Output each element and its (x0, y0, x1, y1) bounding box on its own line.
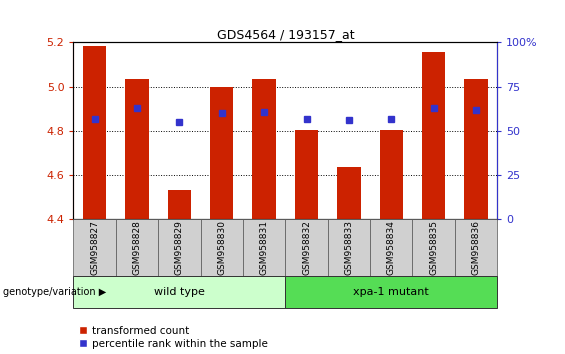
Bar (168, 190, 191, 219)
Bar (210, 87, 233, 219)
Text: GSM958832: GSM958832 (302, 220, 311, 275)
Bar (285, 219, 328, 276)
Bar (83, 46, 106, 219)
Bar (337, 167, 360, 219)
Text: GSM958827: GSM958827 (90, 220, 99, 275)
Bar (464, 79, 488, 219)
Bar (116, 219, 158, 276)
Bar (422, 52, 445, 219)
Bar (125, 79, 149, 219)
Text: genotype/variation ▶: genotype/variation ▶ (3, 287, 106, 297)
Bar (73, 219, 116, 276)
Title: GDS4564 / 193157_at: GDS4564 / 193157_at (216, 28, 354, 41)
Bar (412, 219, 455, 276)
Text: GSM958829: GSM958829 (175, 220, 184, 275)
Bar (158, 219, 201, 276)
Bar (295, 130, 318, 219)
Bar (73, 276, 285, 308)
Text: GSM958833: GSM958833 (345, 220, 353, 275)
Text: GSM958836: GSM958836 (472, 220, 480, 275)
Bar (201, 219, 243, 276)
Bar (243, 219, 285, 276)
Text: GSM958830: GSM958830 (218, 220, 226, 275)
Bar (328, 219, 370, 276)
Legend: transformed count, percentile rank within the sample: transformed count, percentile rank withi… (79, 326, 268, 349)
Text: wild type: wild type (154, 287, 205, 297)
Text: GSM958831: GSM958831 (260, 220, 268, 275)
Text: GSM958828: GSM958828 (133, 220, 141, 275)
Bar (253, 79, 276, 219)
Text: GSM958835: GSM958835 (429, 220, 438, 275)
Bar (380, 130, 403, 219)
Bar (285, 276, 497, 308)
Text: GSM958834: GSM958834 (387, 220, 396, 275)
Text: xpa-1 mutant: xpa-1 mutant (353, 287, 429, 297)
Bar (455, 219, 497, 276)
Bar (370, 219, 412, 276)
